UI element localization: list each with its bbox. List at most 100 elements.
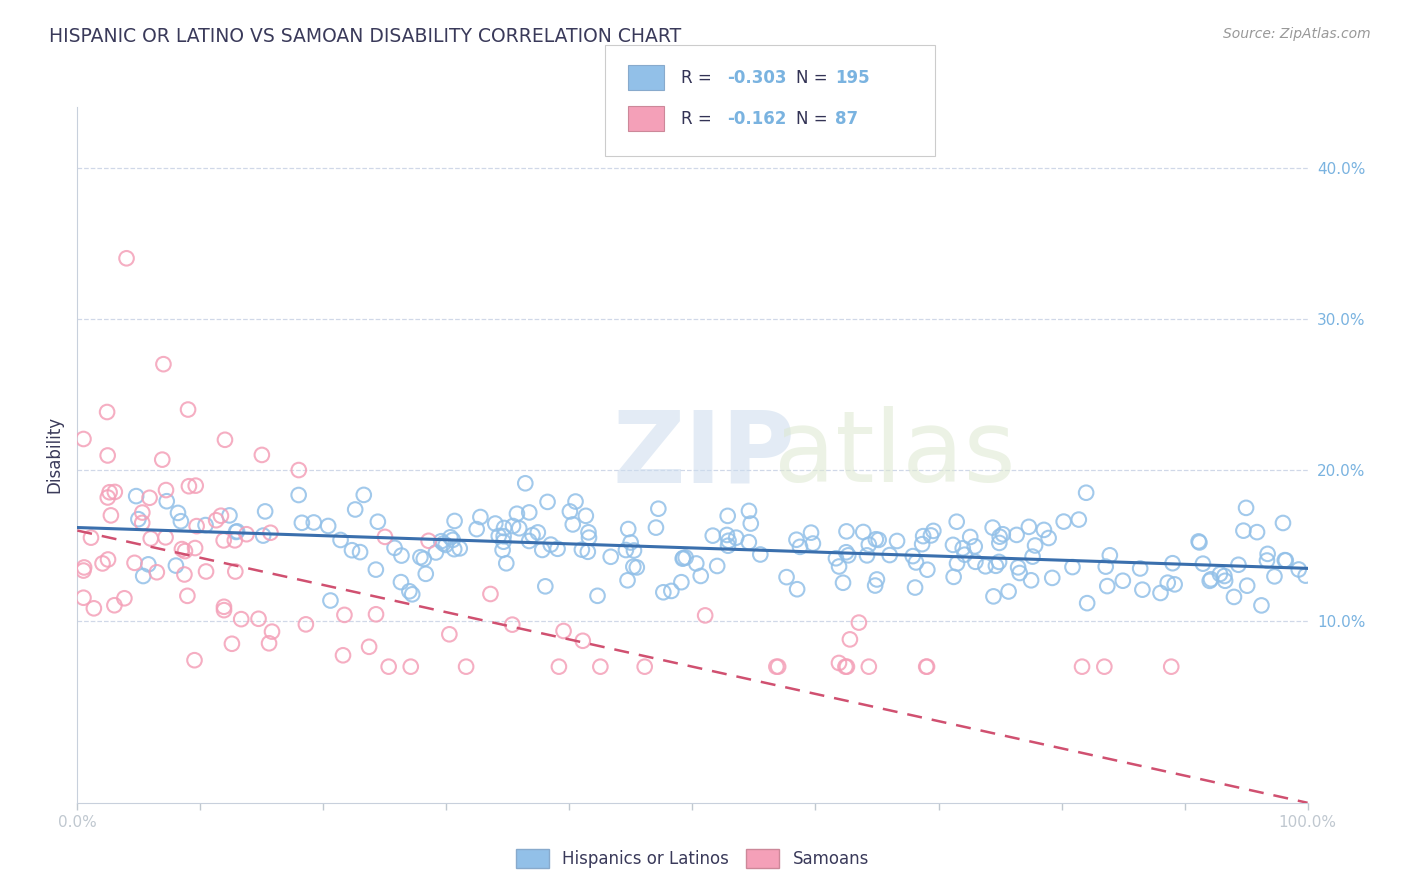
Point bbox=[97, 491, 120, 505]
Point bbox=[152, 357, 174, 371]
Text: 87: 87 bbox=[835, 110, 858, 128]
Point bbox=[401, 587, 423, 601]
Point bbox=[465, 522, 488, 536]
Point bbox=[156, 494, 179, 508]
Point bbox=[837, 549, 859, 563]
Point bbox=[1008, 566, 1031, 580]
Point bbox=[73, 560, 96, 574]
Point bbox=[1053, 515, 1076, 529]
Point bbox=[716, 528, 738, 542]
Point bbox=[858, 538, 880, 552]
Point bbox=[1149, 586, 1171, 600]
Point bbox=[920, 528, 942, 542]
Point bbox=[349, 545, 371, 559]
Point bbox=[212, 603, 235, 617]
Point bbox=[186, 519, 208, 533]
Point bbox=[170, 542, 193, 557]
Point bbox=[672, 551, 695, 566]
Point bbox=[83, 601, 105, 615]
Text: HISPANIC OR LATINO VS SAMOAN DISABILITY CORRELATION CHART: HISPANIC OR LATINO VS SAMOAN DISABILITY … bbox=[49, 27, 682, 45]
Point bbox=[575, 508, 598, 523]
Point bbox=[953, 548, 976, 562]
Point bbox=[1161, 556, 1184, 570]
Point bbox=[103, 599, 125, 613]
Text: R =: R = bbox=[681, 69, 717, 87]
Point bbox=[441, 533, 464, 547]
Point bbox=[98, 485, 121, 500]
Point bbox=[492, 529, 515, 543]
Point bbox=[838, 632, 860, 647]
Point bbox=[1076, 596, 1098, 610]
Point bbox=[706, 558, 728, 573]
Point bbox=[226, 524, 249, 539]
Point bbox=[409, 550, 432, 565]
Point bbox=[333, 607, 356, 622]
Point bbox=[553, 624, 575, 638]
Point bbox=[911, 537, 934, 551]
Point bbox=[1288, 562, 1310, 576]
Text: 195: 195 bbox=[835, 69, 870, 87]
Point bbox=[1163, 577, 1185, 591]
Point bbox=[834, 659, 856, 673]
Point bbox=[1018, 520, 1040, 534]
Point bbox=[287, 488, 309, 502]
Point bbox=[332, 648, 354, 663]
Point bbox=[912, 529, 935, 543]
Point bbox=[578, 525, 600, 540]
Text: N =: N = bbox=[796, 69, 832, 87]
Point bbox=[561, 517, 583, 532]
Point bbox=[146, 566, 169, 580]
Point bbox=[439, 530, 461, 544]
Point bbox=[1007, 560, 1029, 574]
Point bbox=[1040, 571, 1063, 585]
Point bbox=[1024, 539, 1046, 553]
Point bbox=[614, 543, 637, 558]
Point bbox=[965, 555, 987, 569]
Point bbox=[1092, 659, 1115, 673]
Point bbox=[508, 521, 530, 535]
Point bbox=[72, 591, 94, 605]
Point bbox=[689, 569, 711, 583]
Text: atlas: atlas bbox=[773, 407, 1015, 503]
Point bbox=[785, 533, 807, 547]
Point bbox=[412, 552, 434, 566]
Point bbox=[623, 543, 645, 558]
Point bbox=[863, 578, 886, 592]
Point bbox=[399, 659, 422, 673]
Point bbox=[1032, 523, 1054, 537]
Point bbox=[131, 516, 153, 530]
Point bbox=[835, 659, 858, 673]
Point bbox=[866, 573, 889, 587]
Point bbox=[1094, 559, 1116, 574]
Point bbox=[155, 483, 177, 497]
Point bbox=[177, 479, 200, 493]
Point bbox=[492, 521, 515, 535]
Point bbox=[1272, 516, 1295, 530]
Point bbox=[749, 548, 772, 562]
Point bbox=[377, 659, 399, 673]
Point bbox=[828, 559, 851, 574]
Point bbox=[316, 519, 339, 533]
Point bbox=[1021, 549, 1043, 564]
Point bbox=[1112, 574, 1135, 588]
Point bbox=[1098, 548, 1121, 562]
Point bbox=[905, 556, 928, 570]
Point bbox=[997, 584, 1019, 599]
Point bbox=[586, 589, 609, 603]
Point bbox=[988, 555, 1011, 569]
Point bbox=[599, 549, 621, 564]
Point bbox=[536, 495, 558, 509]
Point bbox=[1019, 574, 1042, 588]
Point bbox=[1038, 531, 1060, 545]
Point bbox=[576, 545, 599, 559]
Point bbox=[616, 574, 638, 588]
Point bbox=[1213, 574, 1236, 588]
Point bbox=[1295, 568, 1317, 582]
Point bbox=[150, 452, 173, 467]
Point bbox=[786, 582, 808, 597]
Point bbox=[534, 579, 557, 593]
Point bbox=[571, 633, 593, 648]
Point bbox=[170, 514, 193, 528]
Point bbox=[879, 548, 901, 562]
Point bbox=[652, 585, 675, 599]
